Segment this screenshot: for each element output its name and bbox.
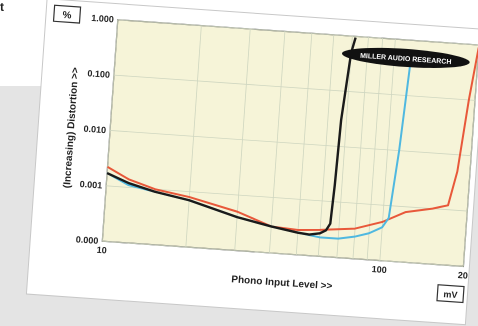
- stray-mark: t: [0, 0, 4, 14]
- y-tick-labels: 1.000 0.100 0.010 0.001 0.000: [75, 13, 114, 246]
- x-tick-label: 10: [96, 245, 107, 256]
- grid: [101, 19, 478, 267]
- grid-line-h: [117, 19, 478, 46]
- y-tick-label: 0.000: [75, 234, 98, 246]
- x-tick-labels: 10 100 20: [96, 245, 468, 281]
- x-tick-label: 20: [457, 270, 468, 281]
- y-tick-label: 0.001: [79, 179, 102, 191]
- y-tick-label: 1.000: [91, 13, 114, 25]
- y-tick-label: 0.100: [87, 68, 110, 80]
- series-layer: [106, 37, 478, 240]
- grid-line-h: [102, 240, 464, 267]
- grid-line-h: [106, 185, 468, 212]
- series-line-3: [106, 37, 357, 236]
- unit-badge-box: [52, 4, 82, 24]
- grid-line-h: [113, 74, 476, 101]
- x-tick-label: 100: [371, 264, 387, 275]
- unit-badge: %: [62, 10, 72, 22]
- y-tick-label: 0.010: [83, 124, 106, 136]
- grid-line-h: [110, 130, 472, 157]
- x-unit-badge-box: [436, 284, 465, 304]
- logo-badge: [341, 47, 470, 68]
- series-line-1: [106, 47, 478, 232]
- x-unit-badge: mV: [443, 289, 458, 300]
